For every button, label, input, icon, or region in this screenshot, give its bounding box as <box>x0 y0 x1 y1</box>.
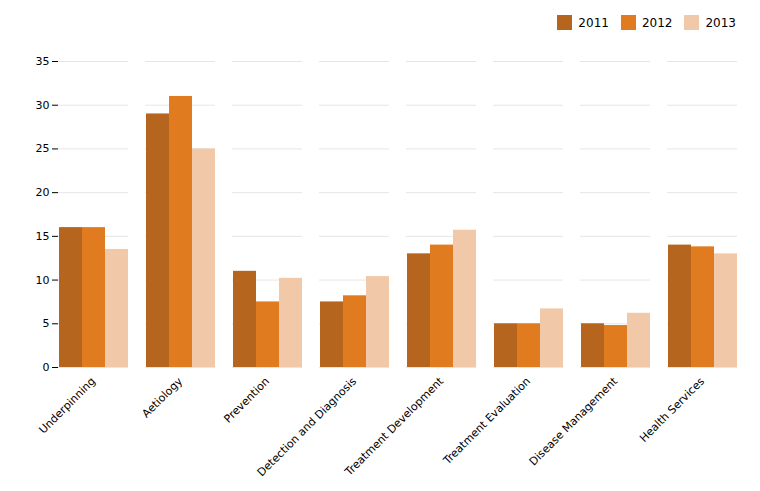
html-text:2012: 2012 <box>641 15 673 30</box>
svg-text:Treatment Development: Treatment Development <box>342 374 447 479</box>
svg-text:25: 25 <box>36 142 50 155</box>
svg-text:Prevention: Prevention <box>221 375 272 426</box>
svg-text:Detection and Diagnosis: Detection and Diagnosis <box>255 375 360 480</box>
svg-text:15: 15 <box>36 230 50 243</box>
svg-text:Aetiology: Aetiology <box>140 374 186 420</box>
svg-text:Underpinning: Underpinning <box>36 375 98 437</box>
svg-text:Health Services: Health Services <box>637 375 707 445</box>
svg-text:Disease Management: Disease Management <box>527 374 621 468</box>
svg-text:35: 35 <box>36 55 50 68</box>
svg-text:0: 0 <box>43 361 50 374</box>
html-text:2011: 2011 <box>578 15 609 30</box>
html-text:2013: 2013 <box>705 15 736 30</box>
svg-text:10: 10 <box>36 274 50 287</box>
svg-text:30: 30 <box>36 99 50 112</box>
svg-text:5: 5 <box>43 317 50 330</box>
svg-text:20: 20 <box>36 186 50 199</box>
svg-text:Treatment Evaluation: Treatment Evaluation <box>440 375 533 468</box>
